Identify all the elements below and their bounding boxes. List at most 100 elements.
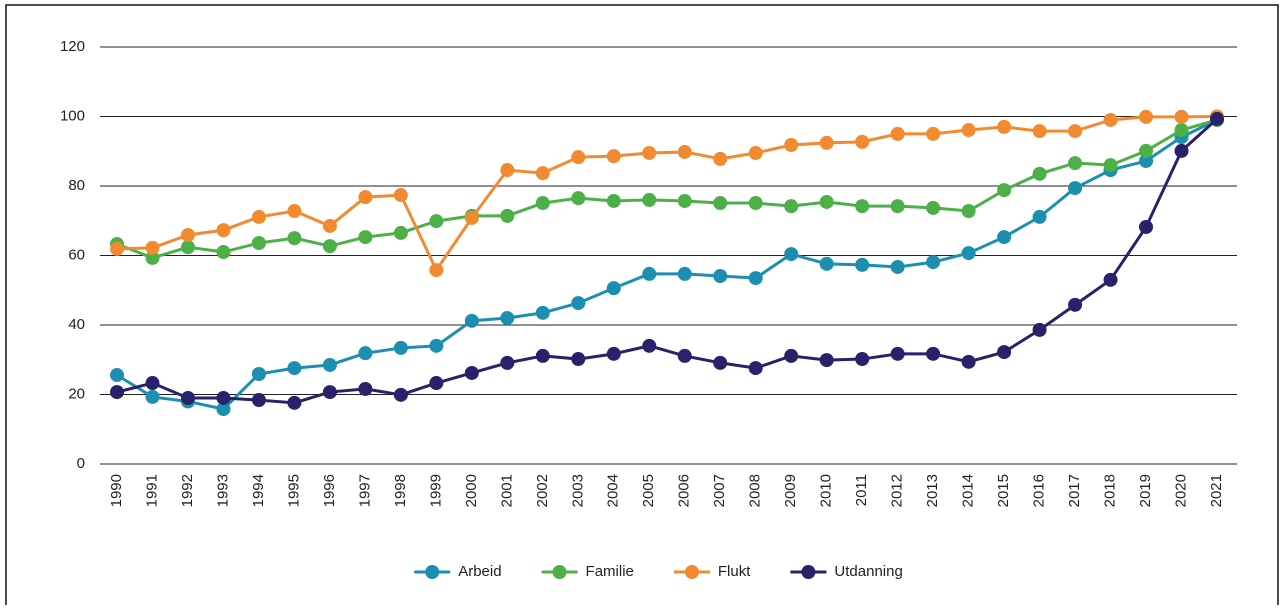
x-tick-label: 1994 — [250, 474, 267, 507]
point — [535, 196, 550, 211]
x-tick-label: 1991 — [143, 474, 160, 507]
point — [1068, 156, 1083, 171]
point — [429, 376, 444, 391]
x-tick-label: 2021 — [1208, 474, 1225, 507]
point — [393, 387, 408, 402]
point — [890, 346, 905, 361]
point — [1032, 166, 1047, 181]
point — [784, 199, 799, 214]
point — [464, 210, 479, 225]
x-tick-label: 1992 — [179, 474, 196, 507]
point — [713, 355, 728, 370]
point — [251, 235, 266, 250]
point — [819, 135, 834, 150]
point — [961, 123, 976, 138]
x-tick-label: 1998 — [392, 474, 409, 507]
legend-marker — [552, 565, 567, 579]
point — [216, 402, 231, 417]
point — [180, 227, 195, 242]
point — [926, 255, 941, 270]
point — [429, 338, 444, 353]
x-tick-label: 1990 — [108, 474, 125, 507]
y-tick-label: 60 — [68, 246, 85, 263]
point — [1139, 143, 1154, 158]
x-tick-label: 2019 — [1137, 474, 1154, 507]
legend-label: Familie — [586, 563, 634, 580]
point — [961, 354, 976, 369]
point — [1068, 124, 1083, 139]
point — [464, 313, 479, 328]
point — [784, 348, 799, 363]
point — [926, 126, 941, 141]
point — [1103, 272, 1118, 287]
x-tick-label: 2017 — [1066, 474, 1083, 507]
point — [642, 192, 657, 207]
point — [1103, 112, 1118, 127]
point — [500, 311, 515, 326]
point — [606, 281, 621, 296]
point — [571, 191, 586, 206]
x-tick-label: 2000 — [463, 474, 480, 507]
point — [535, 305, 550, 320]
point — [145, 376, 160, 391]
point — [322, 385, 337, 400]
point — [642, 266, 657, 281]
point — [500, 355, 515, 370]
point — [1139, 220, 1154, 235]
point — [997, 183, 1012, 198]
point — [890, 126, 905, 141]
point — [1210, 111, 1224, 126]
point — [500, 208, 515, 223]
x-tick-label: 2012 — [889, 474, 906, 507]
x-tick-label: 2009 — [782, 474, 799, 507]
point — [251, 393, 266, 408]
point — [961, 204, 976, 219]
x-tick-label: 2002 — [534, 474, 551, 507]
x-tick-label: 2005 — [640, 474, 657, 507]
point — [358, 190, 373, 205]
point — [322, 218, 337, 233]
legend-label: Flukt — [718, 563, 751, 580]
x-tick-label: 2015 — [995, 474, 1012, 507]
point — [890, 199, 905, 214]
y-tick-label: 120 — [60, 38, 85, 55]
point — [748, 196, 763, 211]
point — [677, 348, 692, 363]
point — [713, 151, 728, 166]
point — [855, 134, 870, 149]
point — [358, 230, 373, 245]
point — [748, 145, 763, 160]
series-line — [116, 118, 1218, 411]
point — [784, 247, 799, 262]
point — [1174, 109, 1189, 124]
x-tick-label: 2008 — [747, 474, 764, 507]
x-tick-label: 2011 — [853, 474, 870, 506]
x-tick-label: 2007 — [711, 474, 728, 507]
legend-marker — [425, 565, 440, 579]
point — [819, 194, 834, 209]
point — [393, 188, 408, 203]
x-tick-label: 2016 — [1031, 474, 1048, 507]
point — [677, 266, 692, 281]
point — [606, 193, 621, 208]
point — [393, 225, 408, 240]
x-tick-label: 1999 — [427, 474, 444, 507]
legend-label: Arbeid — [458, 563, 501, 580]
point — [606, 346, 621, 361]
x-tick-label: 2014 — [960, 474, 977, 507]
x-tick-label: 2003 — [569, 474, 586, 507]
point — [819, 256, 834, 271]
series-line — [116, 118, 1218, 260]
point — [748, 361, 763, 376]
point — [180, 240, 195, 255]
x-tick-label: 1993 — [214, 474, 231, 507]
point — [287, 204, 302, 219]
y-tick-label: 80 — [68, 177, 85, 194]
point — [1032, 209, 1047, 224]
x-tick-label: 1997 — [356, 474, 373, 507]
x-tick-label: 1995 — [285, 474, 302, 507]
point — [997, 345, 1012, 360]
point — [287, 361, 302, 376]
point — [997, 230, 1012, 245]
